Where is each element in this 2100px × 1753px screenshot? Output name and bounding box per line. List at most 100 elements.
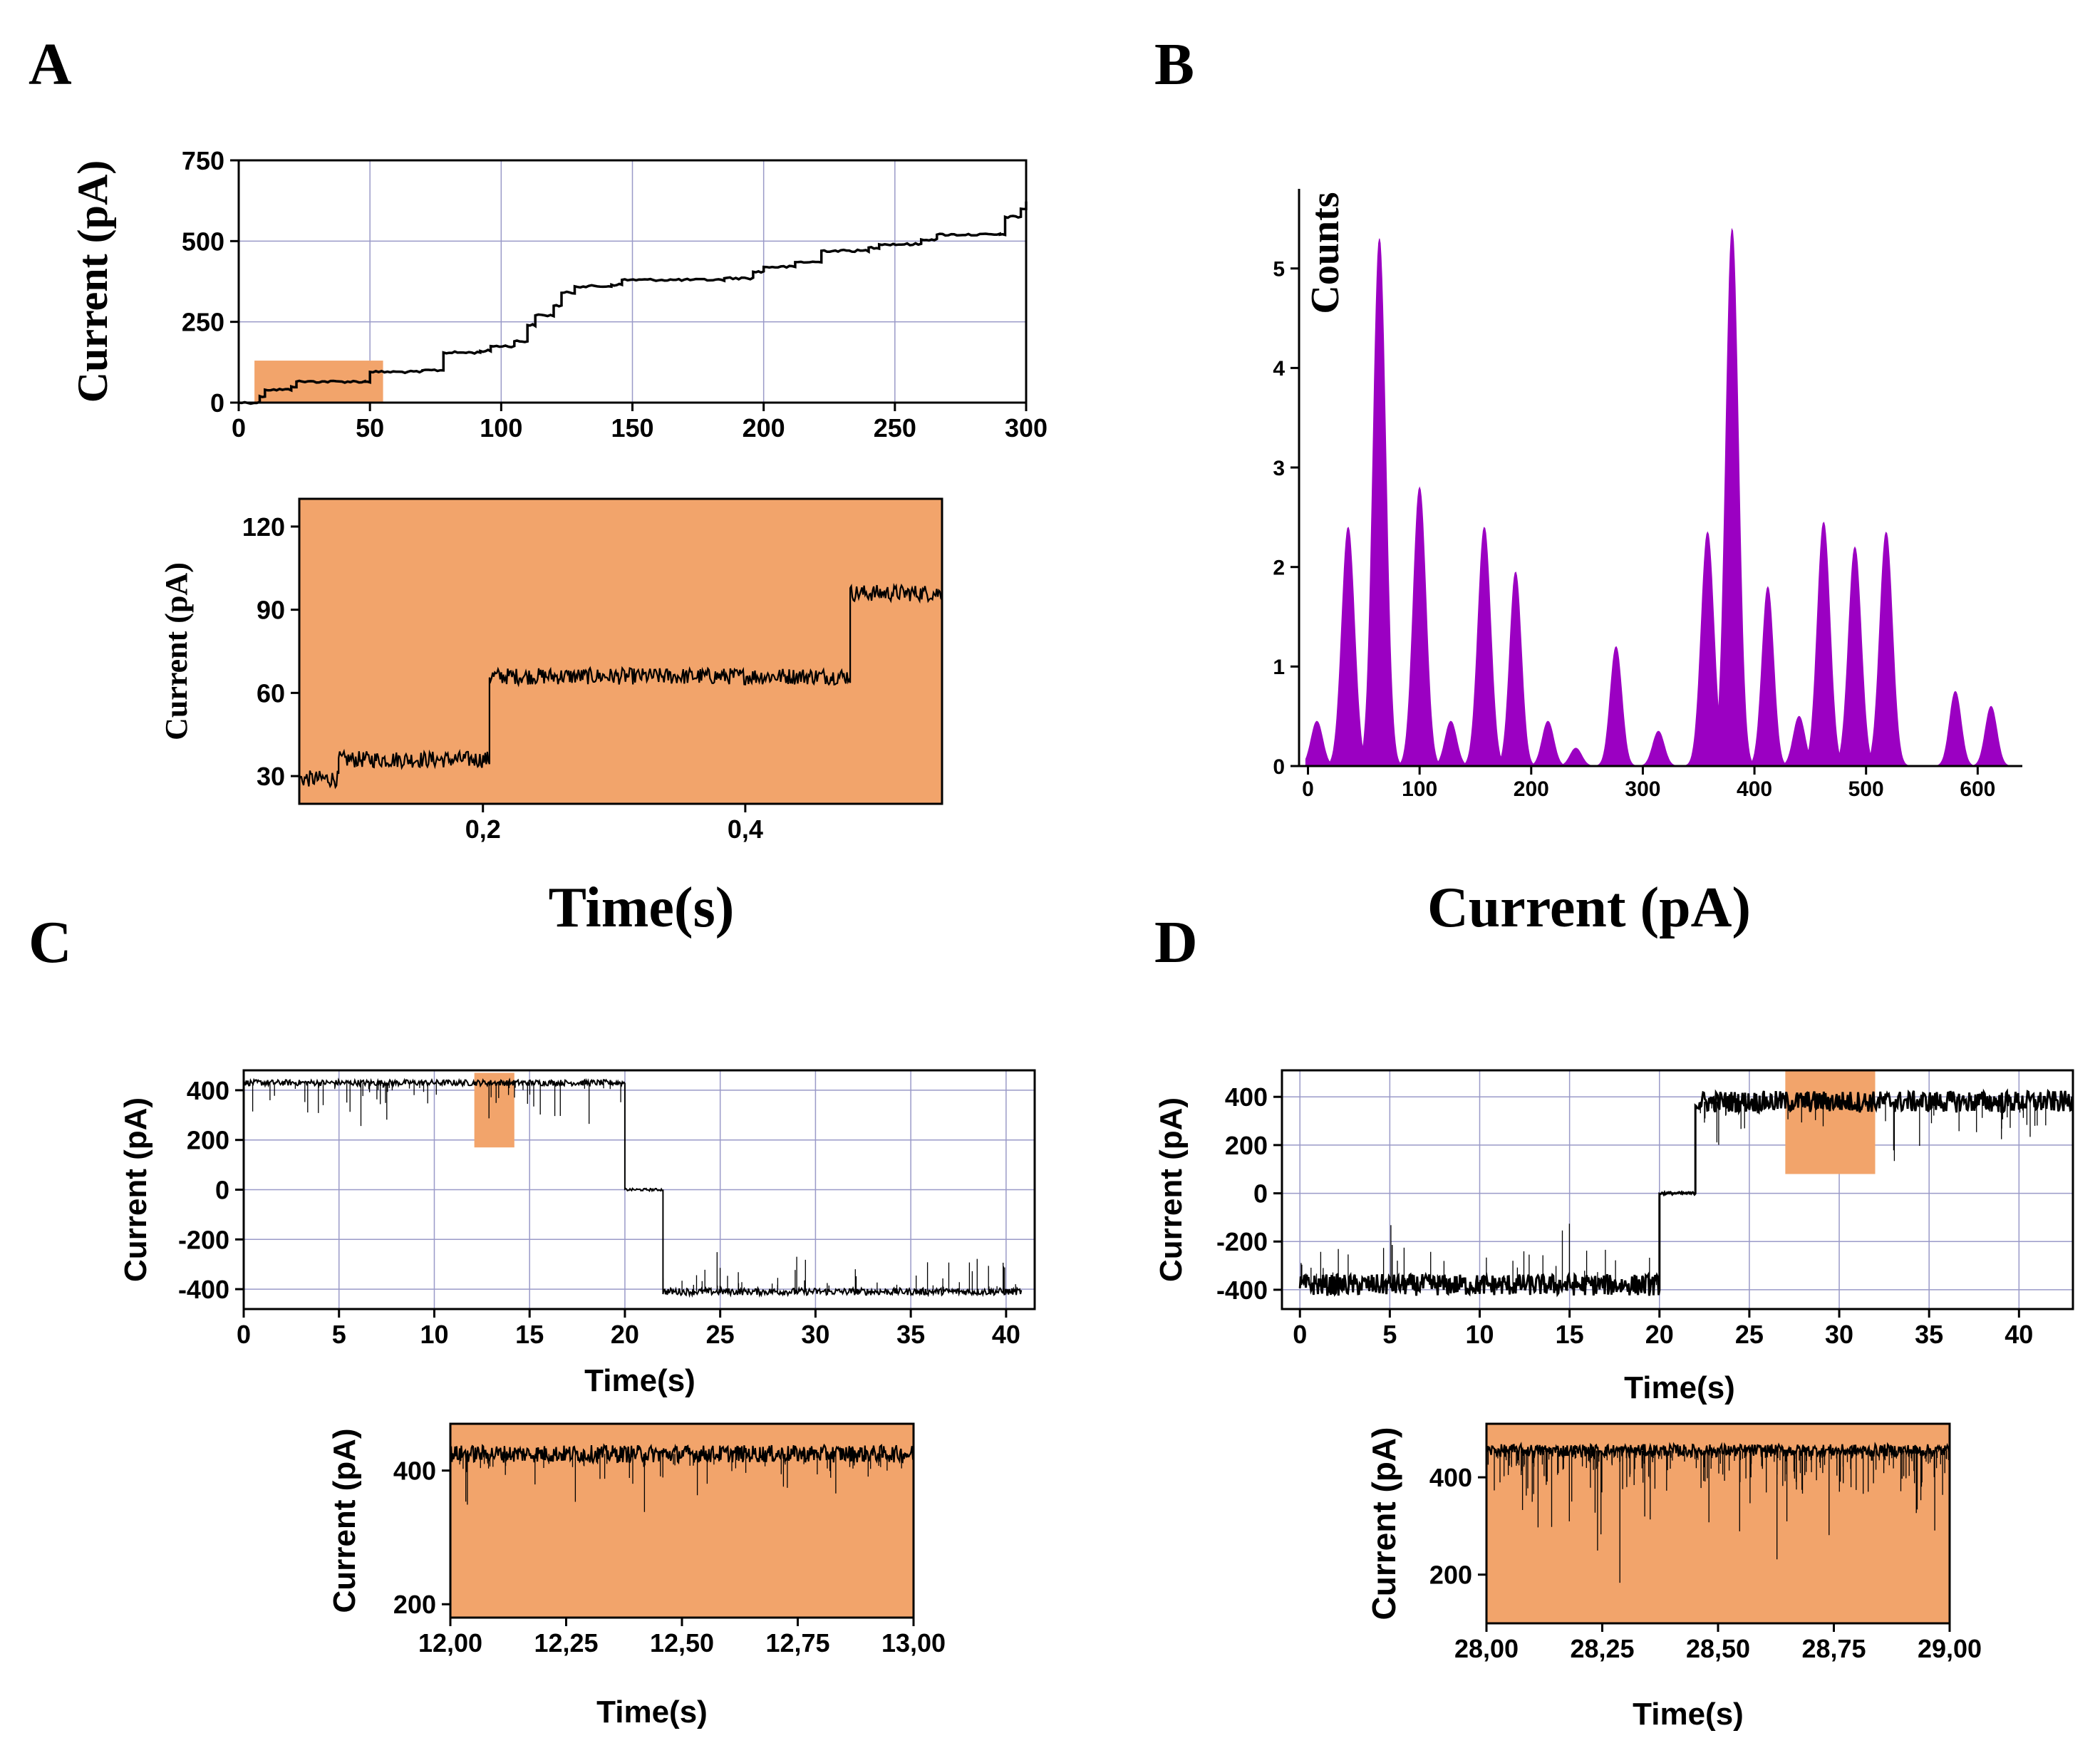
x-tick-label: 29,00 <box>1918 1634 1982 1663</box>
panel-letter-b: B <box>1154 31 1194 98</box>
x-tick-label: 50 <box>356 413 384 443</box>
y-tick-label: 5 <box>1273 258 1285 281</box>
x-tick-label: 10 <box>420 1320 448 1349</box>
x-tick-label: 250 <box>874 413 916 443</box>
x-tick-label: 400 <box>1737 777 1772 801</box>
current-trace <box>1485 1442 1951 1460</box>
x-tick-label: 28,75 <box>1801 1634 1866 1663</box>
y-tick-label: -200 <box>1216 1227 1268 1256</box>
x-tick-label: 20 <box>1645 1320 1674 1349</box>
y-tick-label: 2 <box>1273 556 1285 579</box>
y-tick-label: 0 <box>1253 1179 1268 1209</box>
x-axis-label: Time(s) <box>596 1695 708 1729</box>
x-tick-label: 28,25 <box>1570 1634 1634 1663</box>
x-tick-label: 600 <box>1960 777 1995 801</box>
x-axis-label: Time(s) <box>1624 1370 1735 1405</box>
y-tick-label: 200 <box>187 1126 229 1155</box>
x-tick-label: 40 <box>2005 1320 2033 1349</box>
x-tick-label: 15 <box>515 1320 544 1349</box>
x-tick-label: 28,00 <box>1454 1634 1519 1663</box>
chart-c-inset: 12,00 12,25 12,50 12,75 13,00 200 400 Current (… <box>327 1422 946 1729</box>
y-tick-label: 200 <box>1225 1131 1268 1160</box>
y-tick-label: 120 <box>242 512 285 542</box>
y-tick-label: 500 <box>182 227 224 256</box>
plot-frame <box>298 497 943 805</box>
panel-letter-c: C <box>29 909 72 976</box>
y-tick-label: 90 <box>257 596 285 625</box>
x-tick-label: 0 <box>1293 1320 1307 1349</box>
y-tick-label: 250 <box>182 308 224 337</box>
x-axis-label: Time(s) <box>584 1363 695 1398</box>
current-trace <box>238 201 1028 405</box>
x-tick-label: 13,00 <box>881 1628 946 1658</box>
y-tick-label: 30 <box>257 762 285 791</box>
y-tick-label: 4 <box>1273 357 1285 381</box>
x-tick-label: 200 <box>743 413 785 443</box>
y-tick-label: 60 <box>257 678 285 708</box>
x-tick-label: 100 <box>480 413 522 443</box>
y-axis-label: Current (pA) <box>69 160 116 403</box>
x-tick-label: 25 <box>706 1320 735 1349</box>
x-tick-label: 12,00 <box>418 1628 482 1658</box>
x-tick-label: 12,50 <box>650 1628 714 1658</box>
x-tick-label: 0,2 <box>465 815 501 844</box>
x-tick-label: 200 <box>1514 777 1549 801</box>
y-tick-label: 400 <box>393 1457 436 1486</box>
x-tick-label: 500 <box>1848 777 1884 801</box>
x-tick-label: 0,4 <box>728 815 763 844</box>
x-tick-label: 40 <box>992 1320 1020 1349</box>
x-tick-label: 0 <box>232 413 246 443</box>
x-tick-label: 300 <box>1625 777 1660 801</box>
x-tick-label: 5 <box>332 1320 346 1349</box>
y-tick-label: 0 <box>215 1175 229 1204</box>
y-axis-label: Current (pA) <box>159 562 194 740</box>
x-tick-label: 20 <box>611 1320 639 1349</box>
chart-b-histogram: 0 100 200 300 400 500 600 0 1 2 3 4 5 Counts <box>1273 189 2022 801</box>
current-trace <box>449 1443 914 1465</box>
zoom-highlight-box <box>1785 1070 1876 1174</box>
x-tick-label: 0 <box>237 1320 251 1349</box>
y-tick-label: 200 <box>1429 1561 1472 1590</box>
chart-d-main: 0 5 10 15 20 25 30 35 40 -400 -200 0 200 400 Current (… <box>1154 1069 2074 1405</box>
x-tick-label: 12,25 <box>534 1628 598 1658</box>
x-tick-label: 150 <box>611 413 653 443</box>
current-trace <box>1298 1088 2074 1298</box>
histogram-area <box>1305 227 2012 767</box>
y-axis-label: Counts <box>1303 192 1348 314</box>
current-trace <box>298 582 943 790</box>
y-tick-label: 3 <box>1273 457 1285 480</box>
x-tick-label: 28,50 <box>1686 1634 1750 1663</box>
y-tick-label: 0 <box>1273 755 1285 779</box>
y-tick-label: -400 <box>178 1275 229 1304</box>
y-tick-label: 750 <box>182 146 224 175</box>
y-axis-label: Current (pA) <box>327 1428 362 1613</box>
chart-c-main: 0 5 10 15 20 25 30 35 40 -400 -200 0 200 400 Current (… <box>118 1069 1036 1398</box>
y-tick-label: 200 <box>393 1590 436 1619</box>
x-tick-label: 25 <box>1735 1320 1764 1349</box>
y-axis-label: Current (pA) <box>1154 1097 1189 1282</box>
spike-events <box>252 1082 1016 1292</box>
y-tick-label: 1 <box>1273 656 1285 679</box>
x-tick-label: 100 <box>1402 777 1437 801</box>
chart-a-inset: 0,2 0,4 30 60 90 120 Current (pA) <box>159 497 943 844</box>
y-tick-label: 400 <box>1429 1463 1472 1492</box>
panel-letter-d: D <box>1154 909 1198 976</box>
x-tick-label: 30 <box>801 1320 829 1349</box>
y-axis-label: Current (pA) <box>1365 1427 1402 1620</box>
y-axis-label: Current (pA) <box>118 1097 153 1282</box>
chart-a-main: 0 50 100 150 200 250 300 0 250 500 750 Current (pA) <box>69 146 1048 443</box>
y-tick-label: -400 <box>1216 1276 1268 1305</box>
x-axis-label: Time(s) <box>1633 1697 1744 1732</box>
x-tick-label: 10 <box>1465 1320 1494 1349</box>
x-tick-label: 0 <box>1302 777 1314 801</box>
current-trace <box>243 1077 1023 1298</box>
x-tick-label: 15 <box>1556 1320 1584 1349</box>
y-tick-label: -200 <box>178 1225 229 1254</box>
plot-background <box>1486 1424 1950 1623</box>
x-tick-label: 5 <box>1382 1320 1397 1349</box>
x-tick-label: 35 <box>896 1320 925 1349</box>
spike-events <box>1487 1450 1950 1583</box>
x-tick-label: 30 <box>1825 1320 1853 1349</box>
panel-a-xlabel: Time(s) <box>549 876 735 939</box>
